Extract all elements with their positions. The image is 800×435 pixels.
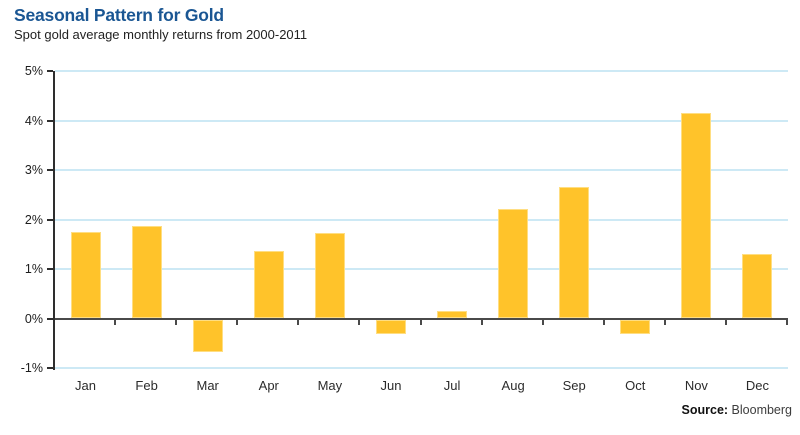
- source-note: Source: Bloomberg: [682, 403, 792, 417]
- gridline--1%: [55, 367, 788, 369]
- y-axis-line: [53, 71, 55, 370]
- y-axis-label--1%: -1%: [20, 361, 43, 375]
- y-axis-tick-5%: [47, 70, 53, 72]
- bar-nov: [681, 112, 712, 319]
- page-title: Seasonal Pattern for Gold: [14, 5, 224, 25]
- bar-jun: [375, 319, 406, 334]
- x-axis-tick: [236, 319, 239, 325]
- x-axis-tick: [175, 319, 178, 325]
- y-axis-label-4%: 4%: [24, 113, 43, 128]
- y-axis-label-1%: 1%: [24, 262, 43, 276]
- x-axis-label-jul: Jul: [443, 378, 461, 393]
- bar-aug: [498, 209, 529, 319]
- x-axis-tick: [541, 319, 544, 325]
- y-axis-label-3%: 3%: [24, 163, 43, 177]
- x-axis-label-mar: Mar: [196, 378, 219, 393]
- x-axis-tick: [724, 319, 727, 325]
- gridline-0%: [55, 317, 788, 320]
- x-axis-label-jun: Jun: [380, 378, 402, 393]
- x-axis-label-nov: Nov: [684, 378, 708, 393]
- y-axis-tick-1%: [47, 268, 53, 270]
- gridline-3%: [55, 169, 788, 171]
- y-axis-label-5%: 5%: [24, 64, 43, 78]
- x-axis-label-apr: Apr: [258, 378, 279, 393]
- y-axis-label-2%: 2%: [24, 212, 43, 227]
- bar-oct: [620, 319, 651, 334]
- x-axis-tick: [602, 319, 605, 325]
- bar-sep: [559, 187, 590, 319]
- x-axis-label-dec: Dec: [745, 378, 770, 393]
- gridline-5%: [55, 70, 788, 72]
- x-axis-label-oct: Oct: [625, 378, 646, 393]
- x-axis-tick: [114, 319, 117, 325]
- y-axis-tick--1%: [47, 367, 53, 369]
- x-axis-tick: [297, 319, 300, 325]
- bar-feb: [131, 226, 162, 319]
- x-axis-label-may: May: [317, 378, 343, 393]
- x-axis-label-feb: Feb: [135, 378, 158, 393]
- page-subtitle: Spot gold average monthly returns from 2…: [14, 27, 308, 42]
- gridline-1%: [55, 268, 788, 270]
- y-axis-tick-2%: [47, 218, 53, 221]
- bar-apr: [253, 250, 284, 319]
- x-axis-label-sep: Sep: [562, 378, 586, 393]
- x-axis-tick: [786, 319, 788, 325]
- bar-jan: [70, 232, 101, 319]
- x-axis-tick: [358, 319, 361, 325]
- x-axis-label-aug: Aug: [501, 378, 525, 393]
- y-axis-label-0%: 0%: [24, 311, 43, 326]
- source-value: Bloomberg: [731, 403, 792, 417]
- x-axis-tick: [663, 319, 666, 325]
- bar-mar: [192, 319, 223, 353]
- bar-chart: 5% 4% 3% 2% 1% 0% -1% Jan Feb Mar Apr May Jun Jul Aug S…: [21, 64, 788, 393]
- y-axis-tick-4%: [47, 119, 53, 122]
- bar-dec: [742, 253, 773, 319]
- plot-area: 5% 4% 3% 2% 1% 0% -1% Jan Feb Mar Apr May Jun Jul Aug S…: [21, 64, 788, 393]
- x-axis-label-jan: Jan: [75, 378, 97, 393]
- gridline-4%: [55, 119, 788, 122]
- gridline-2%: [55, 218, 788, 221]
- source-label: Source:: [681, 403, 729, 417]
- x-axis-tick: [480, 319, 483, 325]
- y-axis-tick-0%: [47, 317, 53, 320]
- bar-may: [314, 233, 345, 319]
- x-axis-tick: [419, 319, 422, 325]
- y-axis-tick-3%: [47, 169, 53, 171]
